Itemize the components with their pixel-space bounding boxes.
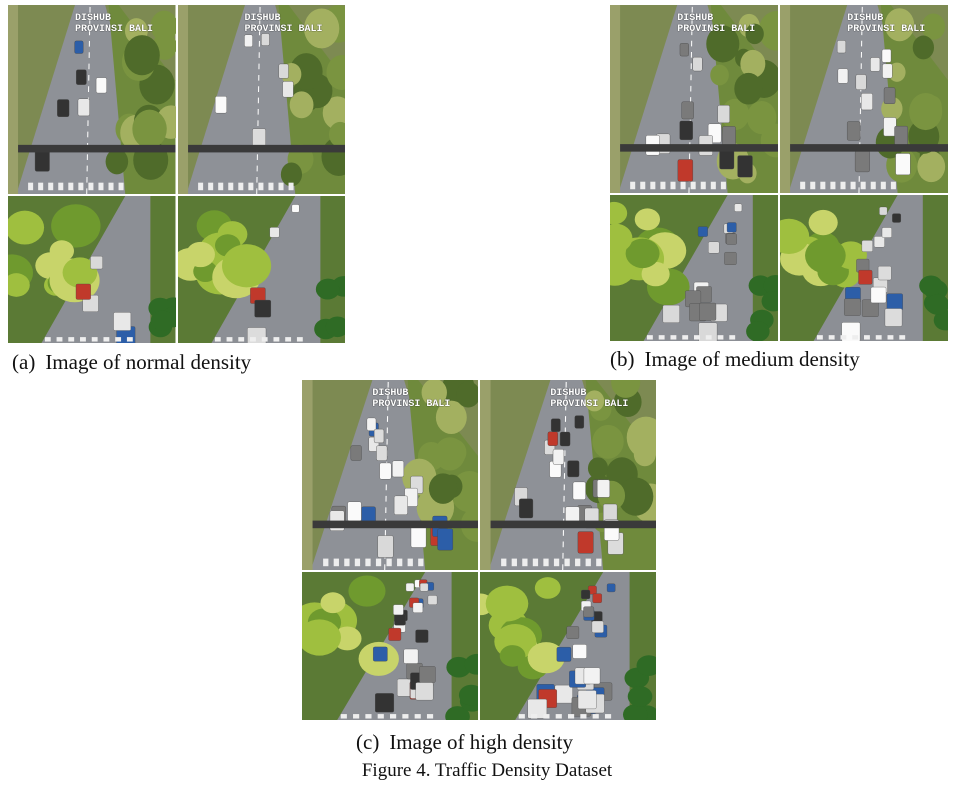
photo — [178, 196, 346, 343]
overlay-text: PROVINSI BALI — [550, 399, 628, 410]
overlay-text: PROVINSI BALI — [75, 24, 153, 35]
photo — [610, 195, 778, 341]
caption-caption: Image of medium density — [645, 347, 860, 371]
overlay-text: PROVINSI BALI — [677, 24, 755, 35]
photo-frame — [780, 195, 948, 341]
subfigure-caption: (a) Image of normal density — [12, 350, 251, 375]
photo — [8, 196, 176, 343]
photo-frame — [8, 196, 176, 343]
overlay-text: DISHUB — [677, 13, 755, 24]
photo-frame — [480, 572, 656, 720]
caption-caption: Image of high density — [389, 730, 573, 754]
page: Figure 4. Traffic Density Dataset DISHUB… — [0, 0, 974, 785]
overlay-text: PROVINSI BALI — [372, 399, 450, 410]
overlay-text: DISHUB — [372, 388, 450, 399]
photo-frame — [302, 572, 478, 720]
photo — [480, 572, 656, 720]
photo-frame — [178, 196, 346, 343]
overlay-text: DISHUB — [847, 13, 925, 24]
caption-label: (a) — [12, 350, 35, 374]
overlay-text: DISHUB — [245, 13, 323, 24]
overlay-text: PROVINSI BALI — [245, 24, 323, 35]
photo — [780, 195, 948, 341]
photo-frame — [610, 195, 778, 341]
overlay-text: DISHUB — [75, 13, 153, 24]
caption-caption: Image of normal density — [45, 350, 251, 374]
subfigure-caption: (c) Image of high density — [356, 730, 573, 755]
subfigure-caption: (b) Image of medium density — [610, 347, 860, 372]
caption-label: (b) — [610, 347, 635, 371]
caption-label: (c) — [356, 730, 379, 754]
overlay-text: PROVINSI BALI — [847, 24, 925, 35]
overlay-text: DISHUB — [550, 388, 628, 399]
photo — [302, 572, 478, 720]
figure-caption: Figure 4. Traffic Density Dataset — [0, 760, 974, 782]
